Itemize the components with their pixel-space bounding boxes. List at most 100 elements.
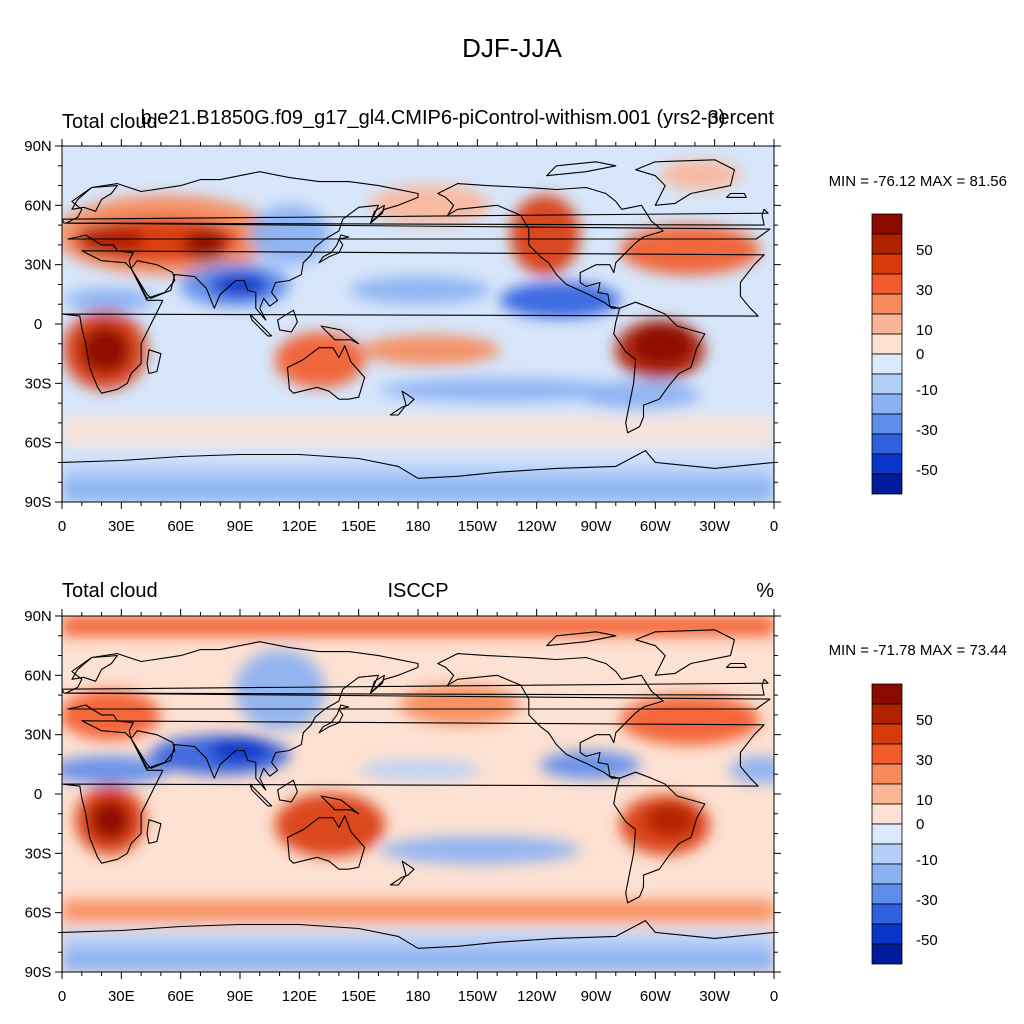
y-tick-label: 90S [25, 494, 52, 511]
coastline-borneo [277, 309, 298, 333]
colorbar-label: -10 [916, 852, 938, 869]
colorbar-label: 30 [916, 752, 933, 769]
panel-obs-center-label: ISCCP [387, 580, 448, 602]
colorbar-swatch [871, 743, 903, 765]
colorbar-label: -30 [916, 892, 938, 909]
colorbar-swatch [871, 453, 903, 475]
x-tick-label: 60W [640, 988, 672, 1005]
x-tick-label: 90W [581, 988, 613, 1005]
anomaly-south-subtropics [380, 836, 580, 864]
panel-obs-right-label: % [756, 580, 774, 602]
x-tick-label: 150E [341, 988, 376, 1005]
anomaly-pacific-blue [360, 760, 480, 780]
anomaly-south-america-core [632, 325, 692, 365]
x-tick-label: 60E [167, 988, 194, 1005]
y-tick-label: 60S [25, 435, 52, 452]
map-obs [62, 616, 774, 972]
colorbar-swatch [871, 233, 903, 255]
coastline-uk [62, 678, 769, 696]
anomaly-australia [275, 332, 365, 388]
x-tick-label: 90E [227, 988, 254, 1005]
coastline-madagascar [146, 819, 162, 844]
coastline-sakhalin_kamchatka [369, 204, 385, 224]
colorbar-swatch [871, 333, 903, 355]
anomaly-west-atlantic [730, 756, 774, 784]
x-tick-label: 60E [167, 518, 194, 535]
colorbar-swatch [871, 313, 903, 335]
stats-obs: MIN = -71.78 MAX = 73.44 [829, 642, 1007, 659]
anomaly-antarctic-core [62, 948, 774, 972]
anomaly-southern-pink [62, 900, 774, 922]
coastline-iceland [725, 192, 747, 198]
colorbar-swatch [871, 863, 903, 885]
y-tick-label: 90N [24, 608, 52, 625]
panel-model-right-label: percent [707, 107, 774, 129]
colorbar-label: -30 [916, 422, 938, 439]
colorbar-swatch [871, 763, 903, 785]
x-tick-label: 150W [458, 518, 498, 535]
colorbar-swatch [871, 413, 903, 435]
coastlines-model [62, 159, 774, 502]
colorbar-swatch [871, 293, 903, 315]
y-tick-label: 30S [25, 375, 52, 392]
x-tick-label: 120E [282, 988, 317, 1005]
y-tick-label: 90N [24, 138, 52, 155]
anomaly-south-pacific [360, 335, 500, 365]
x-tick-label: 180 [405, 988, 430, 1005]
colorbar-label: 30 [916, 282, 933, 299]
coastline-uk [62, 208, 769, 226]
y-tick-label: 90S [25, 964, 52, 981]
x-tick-label: 0 [770, 988, 778, 1005]
colorbar-swatch [871, 473, 903, 495]
y-tick-label: 60N [24, 667, 52, 684]
y-tick-label: 60N [24, 197, 52, 214]
coastline-namerica [437, 183, 664, 309]
colorbar-swatch [871, 373, 903, 395]
coastline-nz [389, 390, 415, 416]
anomaly-east-pacific [500, 282, 620, 318]
coastline-namerica [437, 653, 664, 779]
colorbar-label: 10 [916, 792, 933, 809]
colorbar-label: 0 [916, 816, 924, 833]
anomaly-asian-monsoon-core [210, 273, 270, 297]
x-tick-label: 120W [517, 988, 557, 1005]
colorbar-swatch [871, 433, 903, 455]
x-tick-label: 30E [108, 988, 135, 1005]
colorbar-swatch [871, 683, 903, 705]
x-tick-label: 90E [227, 518, 254, 535]
coastline-samerica [613, 771, 706, 904]
anomaly-south-atlantic [580, 381, 700, 409]
panel-model-left-label: Total cloud [62, 111, 158, 133]
x-tick-label: 60W [640, 518, 672, 535]
colorbar-label: -50 [916, 462, 938, 479]
colorbar-swatch [871, 393, 903, 415]
panel-model: Total cloud b.e21.B1850G.f09_g17_gl4.CMI… [24, 107, 1007, 535]
anomaly-north-pacific [370, 185, 490, 225]
coastline-madagascar [146, 349, 162, 374]
coastline-arctic_islands [546, 161, 617, 177]
colorbar-swatch [871, 273, 903, 295]
anomaly-north-pacific [400, 685, 520, 725]
anomaly-south-africa-core [80, 326, 130, 374]
colorbar-swatch [871, 843, 903, 865]
coastline-nz [389, 860, 415, 886]
x-tick-label: 30E [108, 518, 135, 535]
colorbar-label: 50 [916, 242, 933, 259]
anomaly-southern-pink [62, 418, 774, 444]
colorbar-label: 10 [916, 322, 933, 339]
coastline-sumatra [249, 783, 273, 807]
colorbar-label: 0 [916, 346, 924, 363]
colorbar-swatch [871, 823, 903, 845]
coastline-samerica [613, 301, 706, 434]
colorbar-swatch [871, 253, 903, 275]
colorbar-label: 50 [916, 712, 933, 729]
coastline-greenland [635, 159, 735, 206]
coastline-arctic_islands [546, 631, 617, 647]
axis-model: 0 30E 60E 90E 120E 150E 180 150W 120W 90W 60W 30W 09… [24, 138, 781, 535]
coastlines-obs [62, 629, 774, 972]
anomaly-europe [75, 224, 145, 256]
coastline-newguinea [320, 795, 360, 815]
anomaly-south-africa-core [90, 800, 130, 840]
coastline-japan [318, 234, 350, 264]
